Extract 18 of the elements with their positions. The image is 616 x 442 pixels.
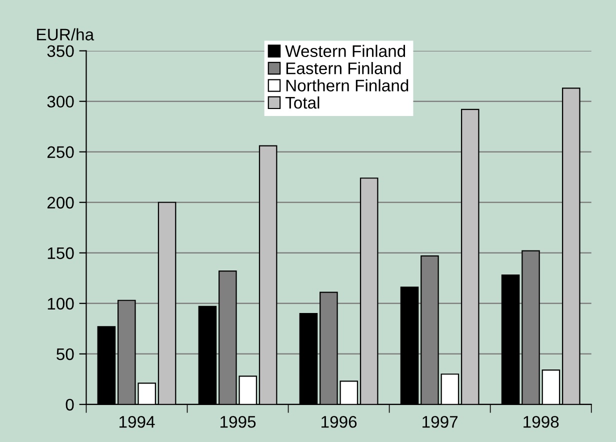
y-tick-label: 150 (48, 247, 74, 260)
x-tick-label: 1995 (220, 416, 256, 428)
y-tick-label: 300 (47, 96, 74, 108)
y-tick-label: 250 (47, 146, 74, 158)
legend-label: Western Finland (285, 44, 406, 58)
x-tick-label: 1994 (119, 416, 155, 428)
y-tick-label: 0 (66, 398, 74, 411)
x-tick-label: 1996 (322, 416, 357, 428)
y-tick-label: 200 (47, 196, 74, 209)
x-tick-label: 1998 (524, 416, 559, 428)
x-tick-label: 1997 (422, 416, 458, 428)
y-tick-label: 50 (56, 348, 74, 360)
legend-label: Northern Finland (286, 79, 408, 92)
y-axis-title: EUR/ha (37, 28, 94, 40)
legend-label: Total (285, 96, 320, 109)
legend-label: Eastern Finland (286, 62, 401, 74)
y-tick-label: 350 (47, 45, 74, 58)
y-tick-label: 100 (48, 298, 74, 310)
